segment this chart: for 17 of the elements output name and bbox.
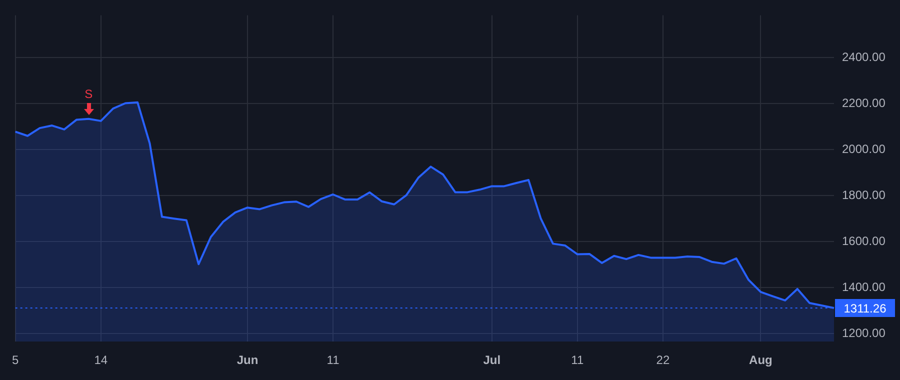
y-tick-label: 1600.00 (842, 234, 886, 248)
y-tick-label: 1800.00 (842, 188, 886, 202)
y-tick-label: 2200.00 (842, 96, 886, 110)
x-tick-label: 5 (12, 353, 19, 368)
annotation: S (84, 87, 93, 102)
x-tick-label: 22 (656, 353, 670, 368)
y-tick-label: 1400.00 (842, 280, 886, 294)
x-tick-label: 11 (571, 353, 584, 368)
x-tick-label: 14 (94, 353, 108, 368)
y-tick-label: 1200.00 (842, 326, 886, 340)
x-tick-label: 11 (326, 353, 340, 368)
x-tick-label: Aug (749, 353, 772, 368)
x-tick-label: Jun (236, 353, 258, 368)
x-tick-label: Jul (483, 353, 501, 368)
y-tick-label: 2400.00 (842, 50, 886, 64)
y-tick-label: 2000.00 (842, 142, 886, 156)
ref-line-label: 1311.26 (844, 301, 887, 316)
